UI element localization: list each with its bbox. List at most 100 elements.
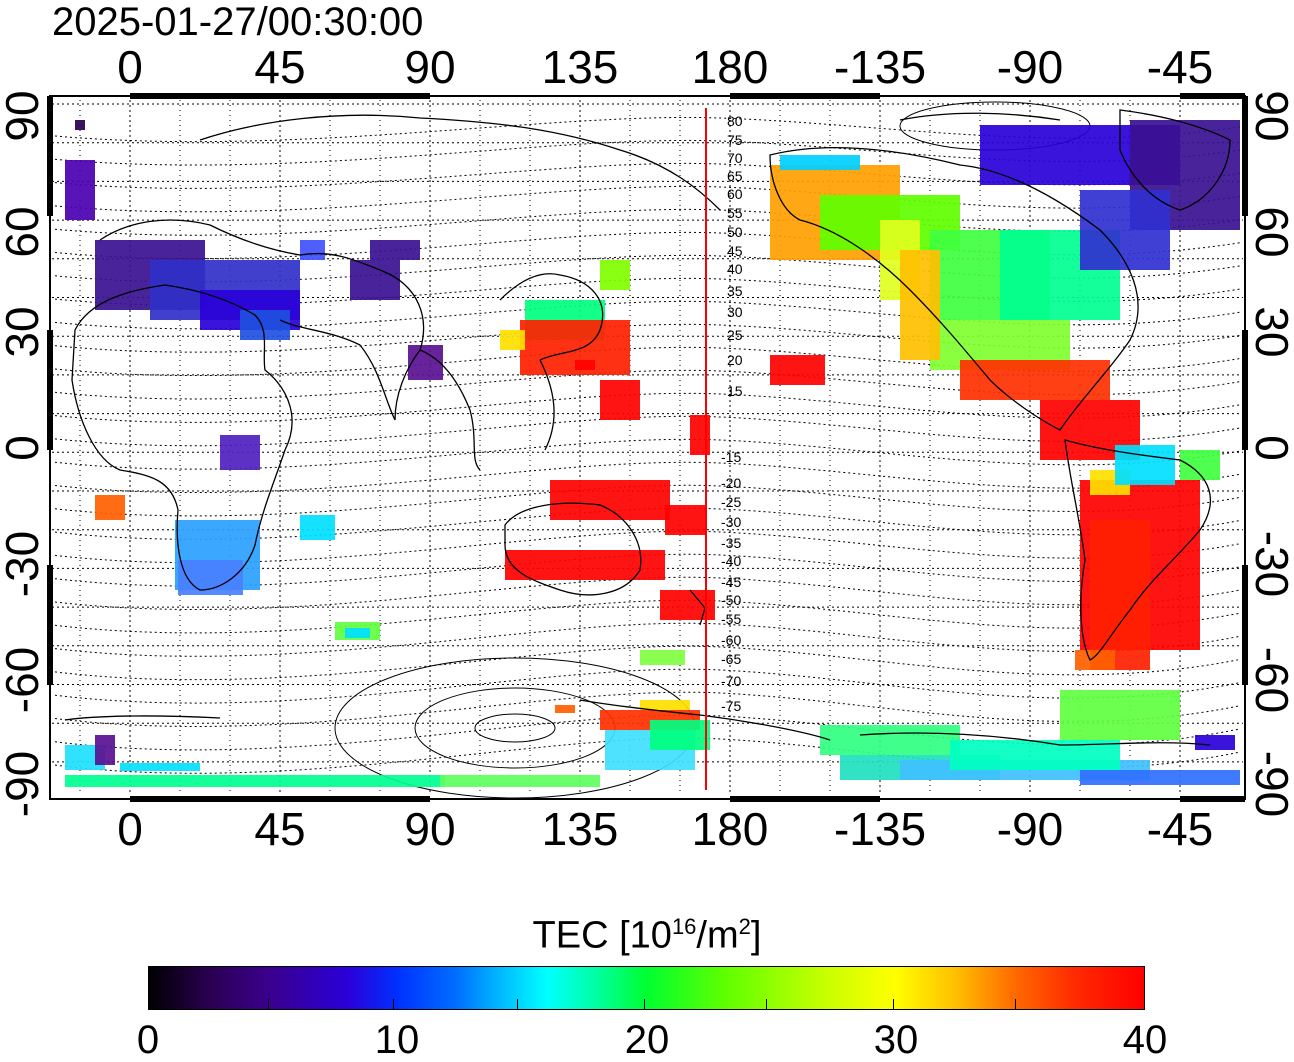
magnetic-lat-label: -15: [721, 449, 741, 465]
lon-tick-top: 45: [254, 41, 306, 93]
magnetic-lat-label: -60: [721, 632, 741, 648]
lon-tick-top: -135: [833, 41, 927, 93]
magnetic-lat-label: 30: [727, 304, 743, 320]
tec-patch: [555, 705, 575, 713]
magnetic-lat-label: 80: [727, 113, 743, 129]
tec-patch: [1075, 650, 1115, 670]
magnetic-lat-label: 25: [727, 327, 743, 343]
tec-patch: [820, 725, 960, 755]
colorbar-label: 30: [873, 1018, 919, 1062]
map-title: 2025-01-27/00:30:00: [52, 0, 424, 44]
tec-patch: [960, 360, 1110, 400]
lon-tick-bottom: 45: [254, 803, 306, 855]
tec-patch: [1060, 690, 1180, 740]
tec-patch: [240, 310, 290, 340]
tec-patch: [1080, 770, 1240, 785]
magnetic-lat-label: 35: [727, 283, 743, 299]
tec-patch: [550, 480, 670, 520]
magnetic-lat-label: 65: [727, 168, 743, 184]
magnetic-lat-label: 15: [727, 383, 743, 399]
axis-bars: [47, 93, 1248, 802]
tec-patch: [1115, 445, 1175, 485]
magnetic-lat-label: 45: [727, 243, 743, 259]
tec-patch: [1180, 450, 1220, 480]
colorbar-label: 20: [624, 1018, 670, 1062]
lat-tick-left: 60: [0, 206, 48, 258]
magnetic-lat-label: 60: [727, 186, 743, 202]
magnetic-lat-label: -70: [721, 673, 741, 689]
lat-tick-left: -30: [0, 530, 48, 598]
lon-tick-top: 135: [541, 41, 619, 93]
magnetic-lat-label: -30: [721, 514, 741, 530]
coastlines: [64, 109, 1231, 746]
lat-tick-left: -90: [0, 750, 48, 818]
tec-patch: [640, 650, 685, 665]
tec-patch: [665, 505, 705, 535]
tec-patch: [370, 240, 420, 260]
tec-patch: [65, 160, 95, 220]
lon-tick-top: 0: [117, 41, 143, 93]
magnetic-lat-label: -25: [721, 494, 741, 510]
lat-tick-left: 30: [0, 306, 48, 358]
magnetic-lat-label: -35: [721, 535, 741, 551]
magnetic-lat-label: 50: [727, 224, 743, 240]
tec-patch: [500, 330, 525, 350]
magnetic-lat-label: -65: [721, 651, 741, 667]
lat-tick-right: 30: [1246, 306, 1294, 358]
magnetic-lat-label: -20: [721, 475, 741, 491]
tec-patch: [95, 735, 115, 765]
magnetic-lat-label: -40: [721, 553, 741, 569]
colorbar-label: 0: [136, 1018, 160, 1062]
tec-patch: [95, 495, 125, 520]
tec-patch: [1090, 520, 1150, 670]
colorbar-label: 40: [1122, 1018, 1168, 1062]
tec-patch: [120, 763, 200, 771]
magnetic-lat-label: 75: [727, 132, 743, 148]
colorbar: [148, 966, 1145, 1010]
lon-tick-top: 180: [691, 41, 769, 93]
tec-patch: [505, 550, 665, 580]
magnetic-lat-label: 70: [727, 150, 743, 166]
tec-patch: [408, 345, 443, 380]
lon-tick-bottom: 0: [117, 803, 143, 855]
tec-patch: [780, 155, 860, 170]
tec-patch: [220, 435, 260, 470]
magnetic-lat-label: 40: [727, 261, 743, 277]
tec-patch: [350, 260, 400, 300]
tec-patch: [600, 380, 640, 420]
lat-tick-left: -60: [0, 646, 48, 714]
lat-tick-right: -30: [1246, 530, 1294, 598]
lon-tick-bottom: 135: [541, 803, 619, 855]
tec-patch: [300, 515, 335, 540]
tec-patch: [1195, 735, 1235, 750]
tec-patch: [640, 700, 690, 710]
tec-patch: [1080, 190, 1170, 270]
lon-tick-top: -90: [996, 41, 1064, 93]
colorbar-label: 10: [374, 1018, 420, 1062]
magnetic-lat-label: -50: [721, 592, 741, 608]
magnetic-lat-label: 20: [727, 352, 743, 368]
lon-tick-bottom: -90: [996, 803, 1064, 855]
tec-patch: [900, 250, 940, 360]
lon-tick-top: 90: [404, 41, 456, 93]
lon-tick-bottom: 180: [691, 803, 769, 855]
tec-patch: [345, 628, 370, 638]
lat-tick-right: 90: [1246, 90, 1294, 142]
lat-tick-right: -90: [1246, 750, 1294, 818]
magnetic-lat-label: 55: [727, 205, 743, 221]
tec-patch: [75, 120, 85, 130]
lat-tick-right: 60: [1246, 206, 1294, 258]
lat-tick-right: -60: [1246, 646, 1294, 714]
magnetic-latitude-labels: 80 75 70 65 60 55 50 45 40 35 30 25 20 15 -15 -20 -25 -30…: [721, 113, 743, 714]
tec-patch: [575, 360, 595, 370]
lon-tick-top: -45: [1146, 41, 1214, 93]
lat-tick-left: 0: [0, 435, 48, 461]
tec-patch: [600, 260, 630, 290]
colorbar-title: TEC [1016/m2]: [532, 914, 762, 957]
lon-tick-bottom: 90: [404, 803, 456, 855]
tec-patch: [65, 775, 445, 787]
lat-tick-right: 0: [1246, 435, 1294, 461]
tec-patch: [300, 240, 325, 260]
lon-tick-bottom: -135: [833, 803, 927, 855]
